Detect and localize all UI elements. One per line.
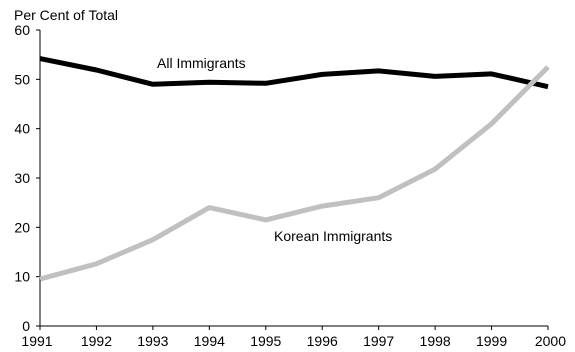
x-tick-label: 1994 [194,333,225,349]
x-tick-label: 1999 [476,333,507,349]
series-lines [39,56,550,282]
series-label-korean-immigrants: Korean Immigrants [274,228,392,244]
y-tick-label: 50 [14,71,30,87]
x-tick-label: 1993 [137,333,168,349]
y-tick-label: 0 [22,318,30,334]
series-line-korean-immigrants [39,65,550,282]
x-tick-label: 1996 [307,333,338,349]
tick-labels: 0 10 20 30 40 50 60 1991 1992 1993 1994 1995 1996 199… [14,22,566,349]
x-tick-label: 1997 [363,333,394,349]
y-tick-label: 40 [14,121,30,137]
y-tick-label: 30 [14,170,30,186]
series-line-all-immigrants [39,56,549,90]
series-label-all-immigrants: All Immigrants [157,55,246,71]
x-tick-label: 1991 [21,333,52,349]
x-tick-label: 1995 [250,333,281,349]
x-tick-label: 2000 [535,333,566,349]
x-tick-label: 1998 [420,333,451,349]
series-labels: All Immigrants Korean Immigrants [157,55,392,244]
y-tick-label: 20 [14,219,30,235]
y-tick-label: 10 [14,269,30,285]
x-tick-label: 1992 [81,333,112,349]
y-tick-label: 60 [14,22,30,38]
y-axis-title: Per Cent of Total [14,7,118,23]
